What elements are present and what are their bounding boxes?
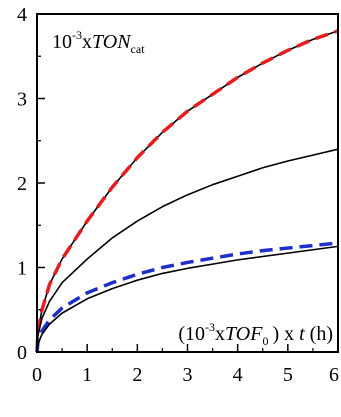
annotation-top-left: 10-3xTONcat [52,28,145,56]
series-line-5 [36,245,339,353]
x-tick-label-5: 5 [283,364,293,386]
annotation-bottom-right-mid: x [215,323,225,345]
y-tick-label-3: 3 [17,89,27,111]
x-tick-label-2: 2 [132,364,142,386]
series-line-4 [35,241,339,353]
annotation-top-left-sub: cat [131,42,146,56]
series-layer [35,29,339,353]
x-tick-label-1: 1 [82,364,92,386]
annotation-top-left-mid: x [82,31,92,53]
x-tick-label-3: 3 [183,364,193,386]
y-tick-label-4: 4 [17,4,27,26]
x-tick-label-6: 6 [329,364,339,386]
annotation-top-left-sup: -3 [72,28,82,42]
y-tick-label-1: 1 [17,258,27,280]
annotation-bottom-right-open: (10 [178,323,205,345]
annotation-bottom-right-sub: 0 [262,334,268,348]
annotation-bottom-right-unit: (h) [310,323,333,345]
annotation-bottom-right: (10-3xTOF0 ) x t (h) [178,320,333,348]
x-tick-label-0: 0 [32,364,42,386]
ticks-layer [36,13,339,353]
annotation-bottom-right-italic: TOF [225,323,263,345]
y-tick-label-0: 0 [17,342,27,364]
series-line-2 [35,29,339,353]
tick-labels-layer: 0 1 2 3 4 5 6 0 1 2 3 4 [17,4,339,386]
annotation-top-left-prefix: 10 [52,31,72,53]
x-tick-label-4: 4 [233,364,243,386]
annotation-top-left-italic: TON [92,31,132,53]
annotation-bottom-right-sup: -3 [205,320,215,334]
annotation-bottom-right-t: t [299,323,305,345]
series-line-3 [36,148,339,353]
annotation-bottom-right-close: ) x [272,323,294,345]
y-tick-label-2: 2 [17,173,27,195]
